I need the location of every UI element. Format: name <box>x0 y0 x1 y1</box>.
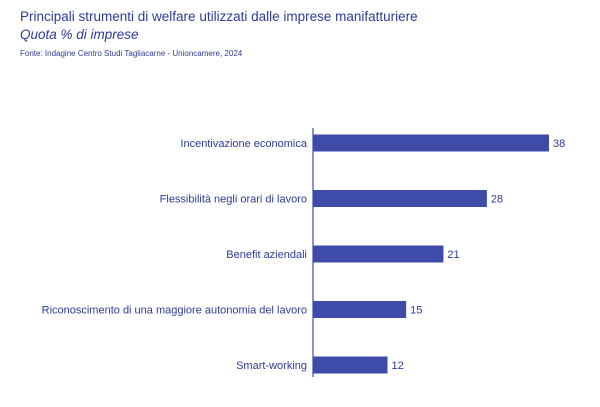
category-label: Incentivazione economica <box>180 138 307 150</box>
category-label: Benefit aziendali <box>226 249 307 261</box>
bar <box>313 134 549 152</box>
chart-subtitle: Quota % di imprese <box>20 27 139 42</box>
chart-source: Fonte: Indagine Centro Studi Tagliacarne… <box>20 49 243 58</box>
data-label: 28 <box>491 194 503 206</box>
category-label: Smart-working <box>236 360 307 372</box>
data-label: 38 <box>553 138 565 150</box>
category-label: Flessibilità negli orari di lavoro <box>160 194 307 206</box>
data-label: 21 <box>447 249 459 261</box>
category-label: Riconoscimento di una maggiore autonomia… <box>42 305 307 317</box>
bar <box>313 190 487 207</box>
chart-title: Principali strumenti di welfare utilizza… <box>20 9 418 24</box>
bar <box>313 245 444 263</box>
bar <box>313 301 407 318</box>
data-label: 12 <box>392 360 404 372</box>
data-label: 15 <box>410 305 422 317</box>
bar <box>313 356 388 374</box>
